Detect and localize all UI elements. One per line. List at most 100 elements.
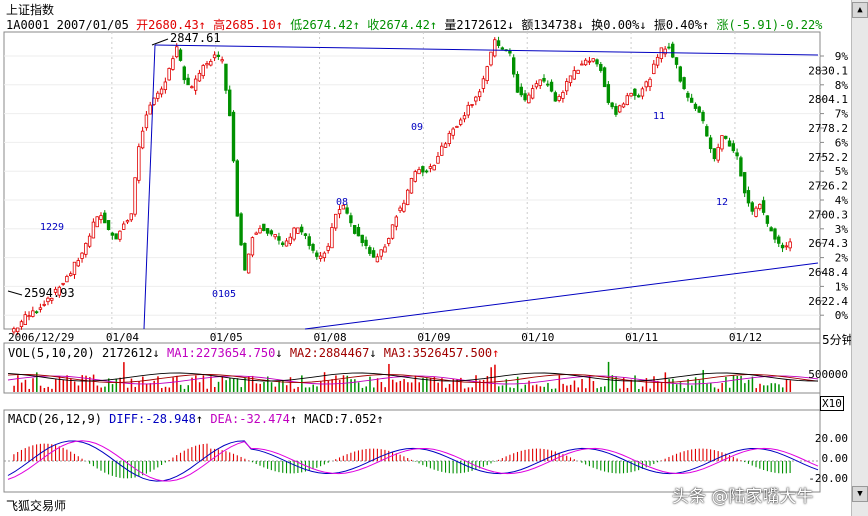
candle-body (156, 92, 160, 99)
day-label: 12 (716, 197, 728, 208)
volume-bar (490, 367, 492, 392)
volume-bar (43, 388, 46, 392)
volume-bar (467, 387, 470, 392)
volume-bar (588, 375, 591, 392)
date-axis-label: 01/11 (625, 331, 658, 344)
candle-body (341, 204, 346, 210)
candle-body (38, 307, 43, 310)
volume-bar (592, 381, 595, 392)
candle-body (451, 128, 455, 136)
volume-bar (694, 377, 697, 392)
volume-bar (426, 378, 428, 392)
volume-bar (198, 382, 201, 392)
volume-bar (554, 388, 557, 392)
candle-body (553, 92, 558, 102)
volume-bar (270, 382, 273, 392)
candle-body (186, 77, 190, 86)
candle-body (231, 111, 236, 162)
candle-body (326, 245, 330, 251)
candle-body (742, 172, 747, 194)
candle-body (777, 236, 781, 244)
volume-bar (744, 383, 746, 392)
candle-body (178, 49, 183, 61)
volume-bar (456, 378, 458, 392)
volume-bar (611, 375, 614, 392)
volume-bar (58, 376, 61, 392)
volume-bar (770, 383, 773, 392)
volume-bar (581, 378, 583, 392)
candle-body (636, 95, 641, 98)
price-axis-label: 2778.2 (808, 122, 848, 135)
volume-bar (274, 386, 277, 392)
scroll-up-arrow-icon[interactable]: ▲ (852, 2, 868, 18)
volume-bar (645, 378, 648, 392)
volume-bar (232, 378, 235, 392)
volume-bar (675, 384, 678, 392)
period-label[interactable]: 5分钟 (822, 333, 854, 347)
volume-label: 量 (444, 18, 457, 32)
candle-body (765, 215, 770, 224)
volume-bar (615, 376, 617, 392)
candle-body (640, 88, 645, 97)
candle-body (228, 89, 232, 117)
vertical-scrollbar[interactable] (851, 0, 868, 516)
price-grid (4, 55, 820, 316)
candle-body (557, 96, 561, 101)
volume-bar (683, 388, 686, 392)
candle-body (364, 239, 368, 246)
candle-body (72, 261, 77, 275)
price-axis-label: 2648.4 (808, 266, 848, 279)
candle-body (269, 230, 274, 235)
candle-body (599, 64, 603, 71)
volume-bar (301, 375, 303, 392)
candle-body (697, 106, 701, 113)
candle-body (167, 68, 171, 81)
high-value: 2685.10 (225, 18, 276, 32)
date-axis-label: 01/04 (106, 331, 139, 344)
candle-body (436, 155, 440, 164)
volume-bar (604, 386, 606, 392)
candle-body (735, 152, 739, 157)
volume-bar (395, 382, 398, 392)
candle-body (534, 83, 539, 88)
volume-bar (77, 385, 80, 392)
candle-body (583, 59, 588, 66)
volume-bar (191, 377, 193, 392)
price-axis-label: 2804.1 (808, 93, 848, 106)
amplitude-value: 0.40% (665, 18, 702, 32)
volume-bar (732, 375, 735, 392)
candle-body (23, 314, 27, 325)
volume-bar (323, 372, 326, 392)
volume-bar (39, 385, 42, 392)
volume-ma-line (7, 374, 819, 383)
low-value: 2674.42 (302, 18, 353, 32)
volume-bar (267, 376, 269, 392)
volume-bar (123, 362, 125, 392)
candle-body (610, 102, 614, 108)
candle-body (667, 46, 671, 49)
price-axis-label: 2% (835, 252, 849, 265)
candle-body (118, 230, 122, 240)
candle-body (561, 92, 565, 99)
candle-body (493, 39, 497, 57)
scroll-down-arrow-icon[interactable]: ▼ (852, 486, 868, 502)
candle-body (299, 226, 304, 233)
volume-bar (308, 387, 311, 392)
candle-body (277, 236, 281, 241)
candle-body (148, 104, 152, 115)
candle-body (137, 146, 141, 181)
candle-body (500, 47, 505, 50)
volume-bar (638, 388, 640, 392)
candle-body (549, 81, 554, 92)
candle-body (243, 242, 247, 271)
candle-body (125, 220, 130, 223)
candle-body (701, 111, 705, 122)
candle-body (750, 202, 754, 212)
price-axis-label: 8% (835, 79, 849, 92)
volume-bar (407, 382, 409, 392)
volume-bar (214, 386, 216, 392)
volume-bar (157, 376, 159, 392)
volume-bar (778, 384, 780, 392)
candle-body (519, 86, 523, 96)
